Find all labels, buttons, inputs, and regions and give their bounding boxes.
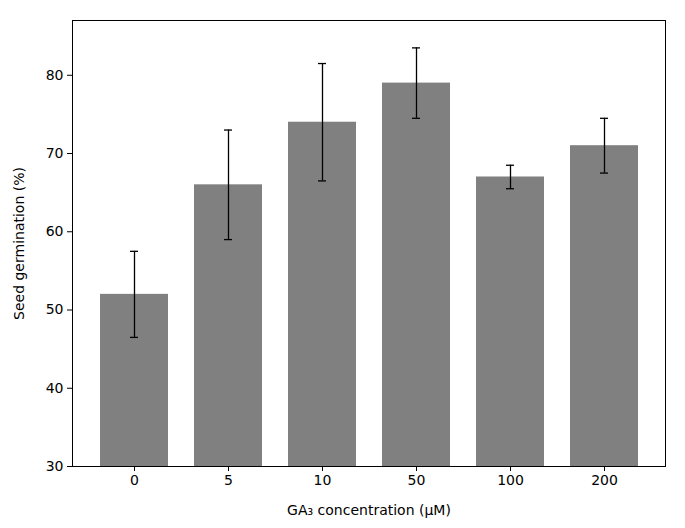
- svg-text:80: 80: [46, 67, 64, 83]
- svg-text:200: 200: [591, 472, 618, 488]
- svg-text:5: 5: [224, 472, 233, 488]
- svg-text:100: 100: [497, 472, 524, 488]
- svg-text:70: 70: [46, 145, 64, 161]
- svg-text:0: 0: [130, 472, 139, 488]
- svg-text:40: 40: [46, 380, 64, 396]
- svg-text:50: 50: [46, 301, 64, 317]
- svg-text:10: 10: [314, 472, 332, 488]
- svg-text:Seed germination (%): Seed germination (%): [11, 167, 27, 320]
- svg-text:GA₃ concentration (μM): GA₃ concentration (μM): [287, 502, 451, 518]
- svg-text:50: 50: [408, 472, 426, 488]
- svg-text:30: 30: [46, 458, 64, 474]
- svg-text:60: 60: [46, 223, 64, 239]
